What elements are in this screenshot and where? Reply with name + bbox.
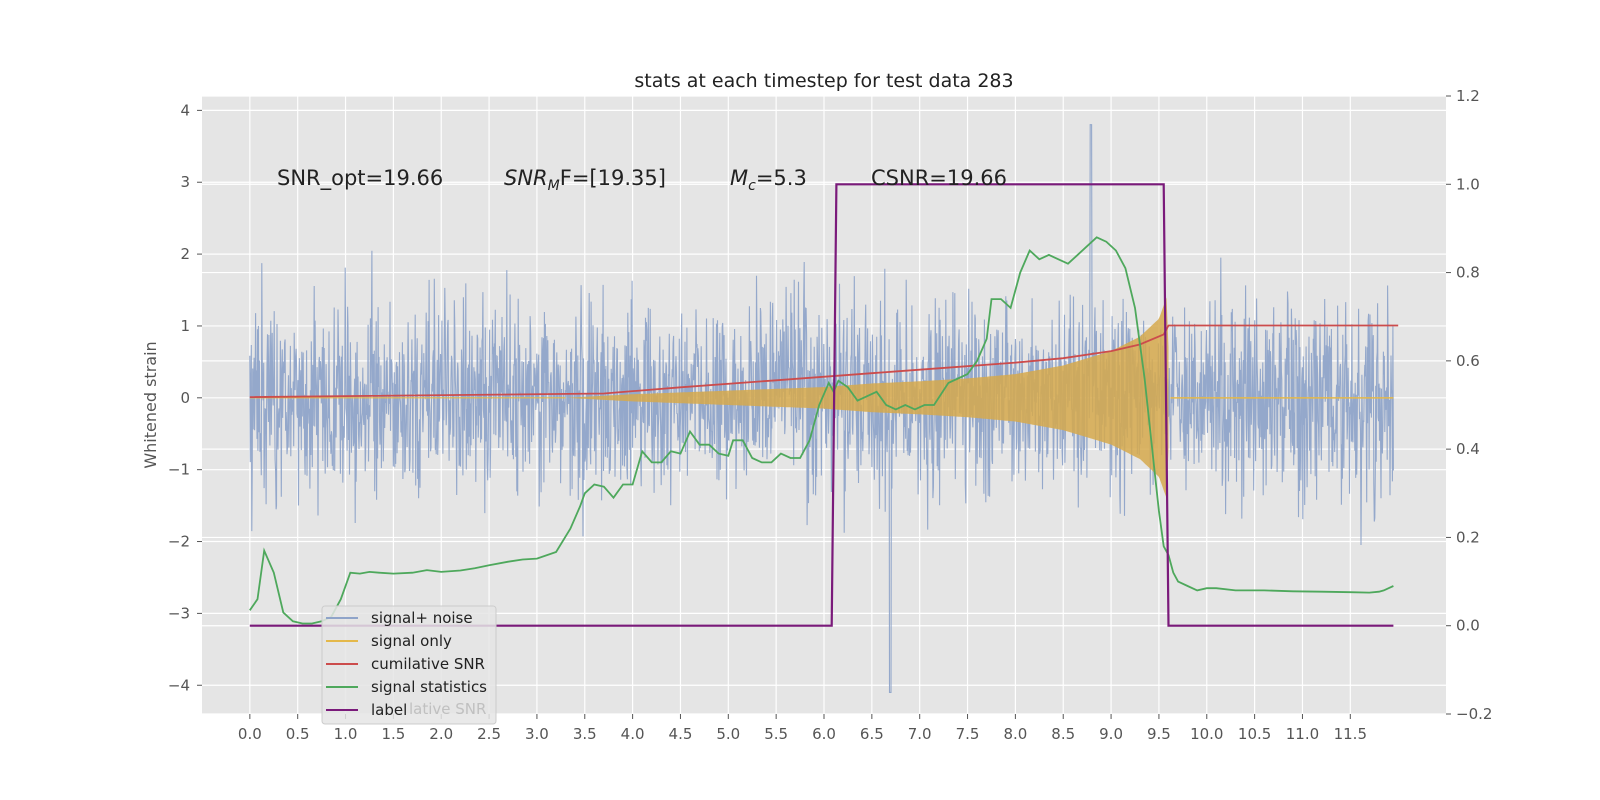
annotation-mc-prefix: M	[730, 166, 748, 190]
y-axis-label: Whitened strain	[141, 341, 160, 468]
y2-tick-label: 0.2	[1456, 528, 1480, 546]
x-tick-label: 2.0	[429, 725, 453, 743]
y2-tick-label: −0.2	[1456, 705, 1492, 723]
annotation-snr-mf-suffix: F=[19.35]	[560, 166, 666, 190]
legend-label-signal-noise: signal+ noise	[371, 609, 473, 627]
y2-tick-label: 0.8	[1456, 264, 1480, 282]
annotation-mc-suffix: =5.3	[756, 166, 807, 190]
series-signal-only-fill	[565, 297, 1169, 499]
x-tick-label: 10.5	[1238, 725, 1271, 743]
x-axis-ticks: 0.0 0.5 1.0 1.5 2.0 2.5 3.0 3.5 4.0 4.5 5.0 5.5 6.0 6…	[238, 714, 1367, 743]
chart-title: stats at each timestep for test data 283	[634, 70, 1013, 92]
x-tick-label: 1.5	[381, 725, 405, 743]
x-tick-label: 10.0	[1190, 725, 1223, 743]
x-tick-label: 8.5	[1051, 725, 1075, 743]
y-tick-label: −3	[168, 604, 190, 622]
series-cumulative-snr-line	[249, 324, 1399, 398]
x-tick-label: 7.5	[956, 725, 980, 743]
legend-label-signal-only: signal only	[371, 632, 452, 650]
x-tick-label: 7.0	[908, 725, 932, 743]
series-lines	[249, 183, 1399, 627]
annotation-snr-mf: SNRMF=[19.35]	[504, 166, 666, 194]
y-tick-label: 4	[180, 101, 190, 119]
y-tick-label: 3	[180, 173, 190, 191]
y2-tick-label: 1.0	[1456, 175, 1480, 193]
y-tick-label: −2	[168, 533, 190, 551]
y2-tick-label: 0.6	[1456, 352, 1480, 370]
x-tick-label: 0.5	[286, 725, 310, 743]
x-tick-label: 9.0	[1099, 725, 1123, 743]
x-tick-label: 2.5	[477, 725, 501, 743]
x-tick-label: 3.0	[525, 725, 549, 743]
series-label-line	[249, 183, 1394, 627]
x-tick-label: 6.5	[860, 725, 884, 743]
legend: lative SNR signal+ noise signal only cum…	[321, 605, 497, 725]
x-tick-label: 4.5	[669, 725, 693, 743]
annotation-csnr: CSNR=19.66	[871, 166, 1007, 190]
y-axis-ticks: 4 3 2 1 0 −1 −2 −3 −4	[168, 101, 202, 694]
x-tick-label: 3.5	[573, 725, 597, 743]
series-signal-only	[249, 297, 1394, 499]
legend-box	[321, 605, 497, 725]
y-tick-label: 2	[180, 245, 190, 263]
x-tick-label: 8.0	[1003, 725, 1027, 743]
y-tick-label: −4	[168, 676, 190, 694]
y-tick-label: −1	[168, 461, 190, 479]
annotation-snr-opt: SNR_opt=19.66	[277, 166, 443, 191]
x-tick-label: 0.0	[238, 725, 262, 743]
x-tick-label: 5.0	[716, 725, 740, 743]
legend-label-cumulative-snr: cumilative SNR	[371, 655, 485, 673]
x-tick-label: 6.0	[812, 725, 836, 743]
legend-label-label: label	[371, 701, 407, 719]
annotation-mc: Mc=5.3	[730, 166, 807, 194]
y2-tick-label: 0.4	[1456, 440, 1480, 458]
annotation-mc-sub: c	[748, 178, 756, 194]
y2-axis-ticks: 1.2 1.0 0.8 0.6 0.4 0.2 0.0 −0.2	[1446, 87, 1492, 723]
x-tick-label: 11.5	[1334, 725, 1367, 743]
annotation-snr-mf-sub: M	[548, 178, 560, 194]
legend-overlapped-text: lative SNR	[409, 700, 486, 718]
y-tick-label: 1	[180, 317, 190, 335]
x-tick-label: 4.0	[621, 725, 645, 743]
grid	[202, 95, 1446, 715]
y2-tick-label: 1.2	[1456, 87, 1480, 105]
x-tick-label: 5.5	[764, 725, 788, 743]
x-tick-label: 9.5	[1147, 725, 1171, 743]
y2-tick-label: 0.0	[1456, 617, 1480, 635]
x-tick-label: 11.0	[1286, 725, 1319, 743]
series-signal-statistics-line	[249, 236, 1394, 625]
annotation-snr-mf-prefix: SNR	[504, 166, 548, 190]
y-tick-label: 0	[180, 389, 190, 407]
legend-label-signal-statistics: signal statistics	[371, 678, 487, 696]
x-tick-label: 1.0	[334, 725, 358, 743]
